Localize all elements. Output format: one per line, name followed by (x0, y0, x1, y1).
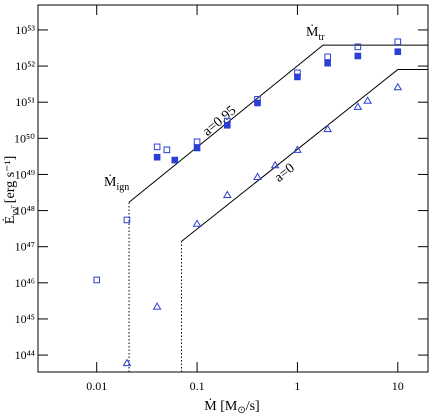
data-point (171, 156, 179, 164)
data-point (293, 145, 302, 153)
data-point (193, 138, 201, 146)
y-tick-label: 10⁵³ (15, 23, 35, 37)
data-point (394, 48, 402, 55)
data-point (192, 219, 202, 227)
y-tick-label: 10⁴⁶ (15, 276, 35, 290)
data-point (324, 59, 331, 67)
data-point (193, 144, 201, 152)
annotation: Ṁtr (306, 24, 325, 43)
x-tick-label: 10 (392, 379, 404, 393)
model-line (128, 44, 428, 203)
y-tick-label: 10⁴⁸ (15, 204, 35, 218)
data-point (123, 216, 131, 224)
plot-frame (37, 4, 429, 373)
data-point (152, 302, 162, 310)
data-point (363, 96, 372, 104)
data-point (223, 121, 231, 129)
y-tick-label: 10⁵⁰ (14, 131, 35, 145)
data-point (254, 99, 261, 107)
data-point (394, 38, 402, 46)
data-point (153, 153, 161, 161)
model-line (181, 69, 428, 242)
data-point (253, 172, 262, 180)
data-point (163, 146, 171, 154)
y-tick-label: 10⁴⁵ (15, 312, 35, 326)
data-point (324, 53, 331, 61)
data-point (270, 160, 280, 169)
data-point (393, 82, 403, 91)
annotation: Ṁign (104, 174, 129, 193)
data-point (353, 102, 363, 110)
y-tick-label: 10⁴⁷ (15, 240, 35, 254)
data-point (354, 43, 362, 51)
y-tick-label: 10⁴⁹ (15, 167, 35, 181)
y-tick-label: 10⁵² (15, 59, 35, 73)
data-point (222, 190, 232, 198)
x-tick-label: 0.1 (190, 379, 205, 393)
y-tick-label: 10⁵¹ (15, 95, 35, 109)
x-tick-label: 1 (294, 379, 300, 393)
data-point (294, 73, 301, 81)
x-tick-label: 0.01 (86, 379, 107, 393)
y-tick-label: 10⁴⁴ (15, 348, 35, 362)
annotation: a=0.95 (200, 103, 239, 139)
annotation: a=0 (272, 161, 298, 186)
data-point (323, 124, 333, 133)
data-point (153, 143, 161, 151)
data-point (122, 358, 132, 367)
data-point (93, 276, 101, 284)
y-axis-label: Ėνν̄ [erg s⁻¹] (2, 156, 21, 225)
data-point (354, 52, 362, 60)
x-axis-label: Ṁ [M⊙/s] (204, 398, 259, 416)
